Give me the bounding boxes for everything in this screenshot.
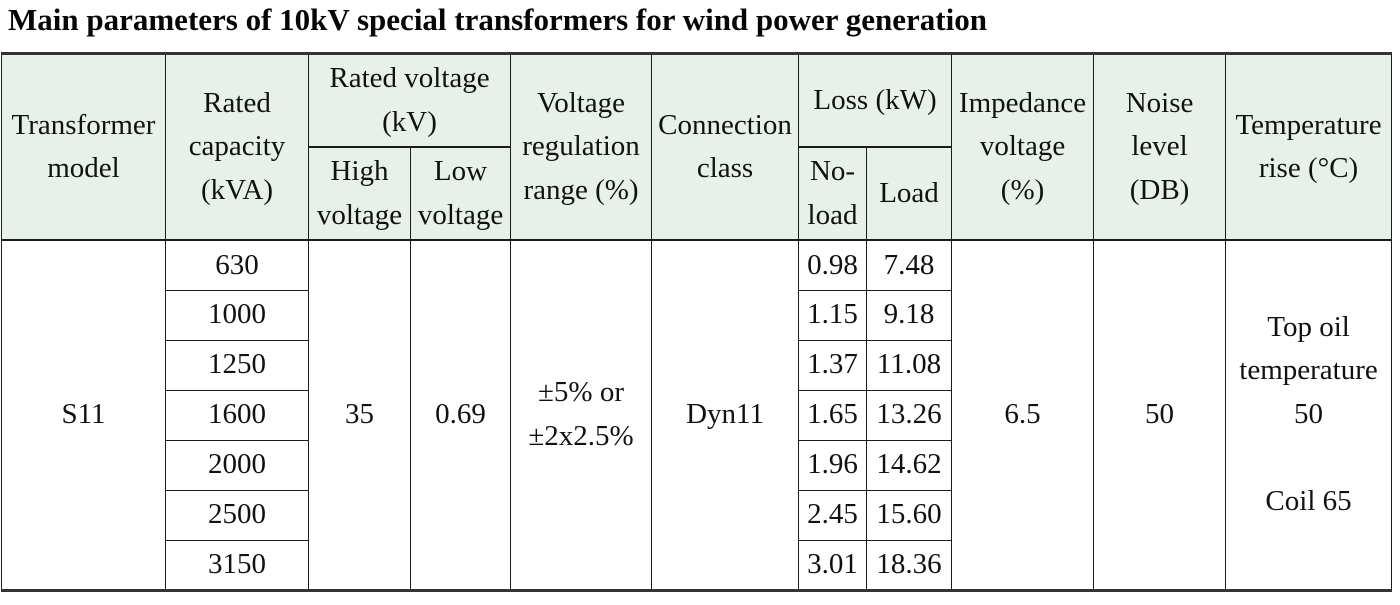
transformer-parameters-table: Transformer model Rated capacity (kVA) R… — [1, 52, 1393, 592]
col-header-loss: Loss (kW) — [798, 53, 953, 148]
cell-low-voltage: 0.69 — [409, 239, 512, 591]
col-header-transformer-model: Transformer model — [1, 53, 166, 241]
table-row: 3150 3.01 18.36 — [2, 539, 1392, 591]
cell-high-voltage: 35 — [308, 239, 411, 591]
col-header-rated-capacity: Rated capacity (kVA) — [165, 53, 309, 241]
cell-temperature-rise: Top oil temperature 50 Coil 65 — [1225, 239, 1393, 591]
cell-no-load-loss: 1.15 — [798, 289, 868, 341]
cell-capacity: 3150 — [165, 539, 309, 591]
col-header-low-voltage: Low voltage — [409, 146, 512, 241]
cell-capacity: 630 — [165, 239, 309, 291]
temperature-rise-coil: Coil 65 — [1265, 485, 1352, 518]
cell-load-loss: 15.60 — [866, 489, 953, 541]
cell-no-load-loss: 1.37 — [798, 339, 868, 391]
col-header-temperature-rise: Temperature rise (°C) — [1225, 53, 1393, 241]
cell-load-loss: 14.62 — [866, 439, 953, 491]
table-row: 1600 1.65 13.26 — [2, 389, 1392, 441]
col-header-high-voltage: High voltage — [308, 146, 411, 241]
col-header-no-load: No-load — [798, 146, 868, 241]
cell-load-loss: 18.36 — [866, 539, 953, 591]
cell-capacity: 1600 — [165, 389, 309, 441]
cell-capacity: 2000 — [165, 439, 309, 491]
table-row: S11 630 35 0.69 ±5% or ±2x2.5% Dyn11 0.9… — [1, 239, 1393, 591]
cell-no-load-loss: 1.96 — [798, 439, 868, 491]
cell-load-loss: 11.08 — [866, 339, 953, 391]
cell-transformer-model: S11 — [1, 239, 166, 591]
cell-load-loss: 13.26 — [866, 389, 953, 441]
col-header-noise-level: Noise level (DB) — [1093, 53, 1227, 241]
table-header: Transformer model Rated capacity (kVA) R… — [1, 53, 1393, 241]
col-header-voltage-regulation: Voltage regulation range (%) — [510, 53, 653, 241]
cell-voltage-regulation: ±5% or ±2x2.5% — [510, 239, 653, 591]
page-title: Main parameters of 10kV special transfor… — [8, 2, 987, 37]
header-row-1: Transformer model Rated capacity (kVA) R… — [1, 53, 1393, 241]
cell-no-load-loss: 1.65 — [798, 389, 868, 441]
col-header-load: Load — [866, 146, 953, 241]
table-row: 1000 1.15 9.18 — [2, 289, 1392, 341]
table-row: 2500 2.45 15.60 — [2, 489, 1392, 541]
col-header-connection-class: Connection class — [651, 53, 800, 241]
cell-connection-class: Dyn11 — [651, 239, 800, 591]
cell-capacity: 1000 — [165, 289, 309, 341]
col-header-rated-voltage: Rated voltage (kV) — [307, 53, 512, 148]
table-row: 2000 1.96 14.62 — [2, 439, 1392, 491]
cell-load-loss: 7.48 — [866, 239, 953, 291]
cell-noise-level: 50 — [1093, 239, 1227, 591]
cell-no-load-loss: 0.98 — [798, 239, 868, 291]
col-header-impedance-voltage: Impedance voltage (%) — [951, 53, 1095, 241]
cell-capacity: 1250 — [165, 339, 309, 391]
cell-impedance-voltage: 6.5 — [951, 239, 1095, 591]
cell-no-load-loss: 3.01 — [798, 539, 868, 591]
header-row-2: High voltage Low voltage No-load Load — [2, 146, 1392, 241]
cell-load-loss: 9.18 — [866, 289, 953, 341]
cell-capacity: 2500 — [165, 489, 309, 541]
table-body: S11 630 35 0.69 ±5% or ±2x2.5% Dyn11 0.9… — [1, 239, 1393, 591]
table-row: 1250 1.37 11.08 — [2, 339, 1392, 391]
temperature-rise-top-oil: Top oil temperature 50 — [1239, 310, 1378, 430]
cell-no-load-loss: 2.45 — [798, 489, 868, 541]
